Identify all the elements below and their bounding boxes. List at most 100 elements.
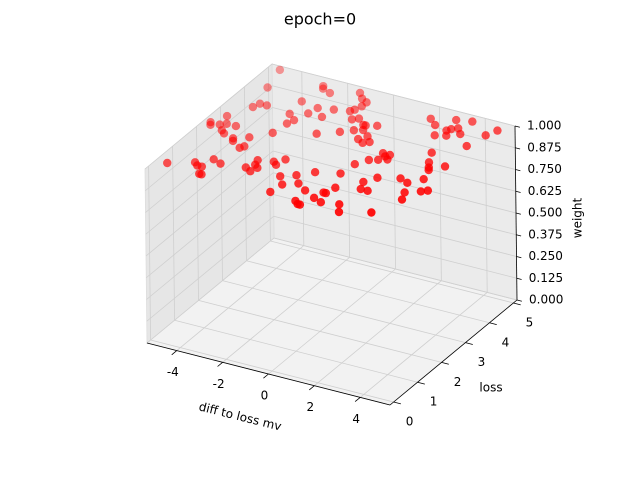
scatter-point [248, 102, 258, 112]
scatter-point [493, 126, 502, 135]
scatter-point [419, 174, 428, 184]
z-axis-label: weight [571, 197, 585, 238]
y-tick [393, 401, 401, 405]
scatter-point [197, 162, 207, 171]
scatter-point [364, 155, 374, 165]
x-tick [263, 373, 269, 379]
grid-line [273, 194, 517, 257]
z-tick [515, 147, 521, 150]
scatter-point [358, 125, 368, 135]
scatter-point [255, 99, 265, 108]
chart-title: epoch=0 [284, 10, 356, 29]
scatter-point [349, 126, 359, 135]
scatter-point [222, 119, 231, 128]
grid-line [272, 128, 516, 192]
x-tick-label: 2 [307, 400, 315, 414]
scatter-point [300, 186, 310, 195]
z-tick-label: 0.000 [529, 293, 563, 307]
scatter-point [309, 193, 319, 203]
x-tick [354, 397, 361, 402]
x-tick-label: 0 [261, 389, 269, 403]
z-axis-line [514, 125, 518, 301]
scatter-point [295, 200, 305, 209]
scatter-point [219, 129, 229, 138]
scatter-point [246, 167, 255, 176]
y-tick-label: 4 [502, 335, 510, 349]
grid-line [150, 339, 394, 403]
grid-line [359, 292, 488, 398]
scatter-point [275, 172, 285, 181]
grid-line [314, 280, 442, 387]
scatter-point [310, 168, 320, 177]
scatter-point [297, 97, 306, 106]
scatter-point [263, 83, 272, 92]
y-tick-label: 0 [406, 415, 414, 429]
grid-line [272, 107, 516, 170]
scatter-point [271, 160, 281, 170]
scatter-point [396, 174, 405, 183]
scatter-point [358, 138, 367, 148]
scatter-point [350, 159, 360, 169]
scatter-point [442, 131, 451, 140]
x-axis-line [146, 342, 391, 406]
y-tick-label: 3 [478, 355, 486, 369]
grid-line [198, 300, 442, 363]
scatter-point [451, 115, 461, 125]
scatter-point [357, 102, 366, 111]
y-tick-label: 1 [430, 395, 438, 409]
z-tick [515, 169, 521, 172]
scatter-point [235, 143, 244, 152]
scatter-point [318, 84, 328, 93]
scatter-point [430, 120, 440, 130]
scatter-point [426, 114, 435, 123]
scatter-point [430, 131, 439, 140]
scatter-point [281, 155, 290, 164]
scatter-point [372, 121, 382, 131]
scatter-point [367, 208, 376, 217]
scatter-point [197, 170, 206, 179]
axes-layer [144, 63, 522, 406]
grid-line [273, 172, 517, 236]
y-tick [513, 302, 521, 306]
scatter-point [325, 88, 335, 98]
grid-line [174, 319, 418, 383]
z-tick [515, 212, 521, 215]
grid-line [222, 280, 466, 343]
scatter-point [424, 165, 433, 175]
scatter-point [245, 133, 254, 142]
scatter-point [373, 173, 382, 182]
scatter-point [456, 129, 465, 139]
grid-line [144, 63, 273, 170]
scatter-point [313, 103, 322, 113]
y-axis-line [389, 299, 518, 406]
z-tick [516, 256, 522, 259]
y-tick [489, 322, 497, 326]
scatter-point [359, 177, 368, 187]
grid-line [273, 237, 518, 301]
scatter-point [253, 163, 262, 173]
z-tick-label: 0.375 [528, 227, 562, 241]
x-axis-label: diff to loss mv [197, 399, 283, 433]
scatter-point [336, 169, 345, 178]
grid-line [222, 256, 350, 363]
scatter-point [335, 200, 344, 209]
scatter-point [277, 180, 287, 189]
z-tick-label: 0.875 [527, 140, 561, 154]
scatter-point [317, 112, 327, 122]
grid-line [271, 63, 516, 127]
scatter-point [363, 186, 372, 196]
scatter-point [423, 186, 433, 195]
scatter-point [397, 195, 407, 204]
grid-line [144, 85, 273, 192]
scatter-point [416, 187, 426, 196]
x-tick [171, 350, 178, 356]
grid-line [272, 85, 516, 149]
scatter-point [316, 197, 326, 207]
scatter-point [231, 121, 241, 131]
z-tick-label: 0.125 [529, 271, 563, 285]
scatter-point [289, 115, 299, 125]
grid-line [145, 128, 274, 235]
grid-line [146, 215, 275, 322]
scatter-point [228, 136, 238, 146]
z-tick [515, 190, 521, 193]
